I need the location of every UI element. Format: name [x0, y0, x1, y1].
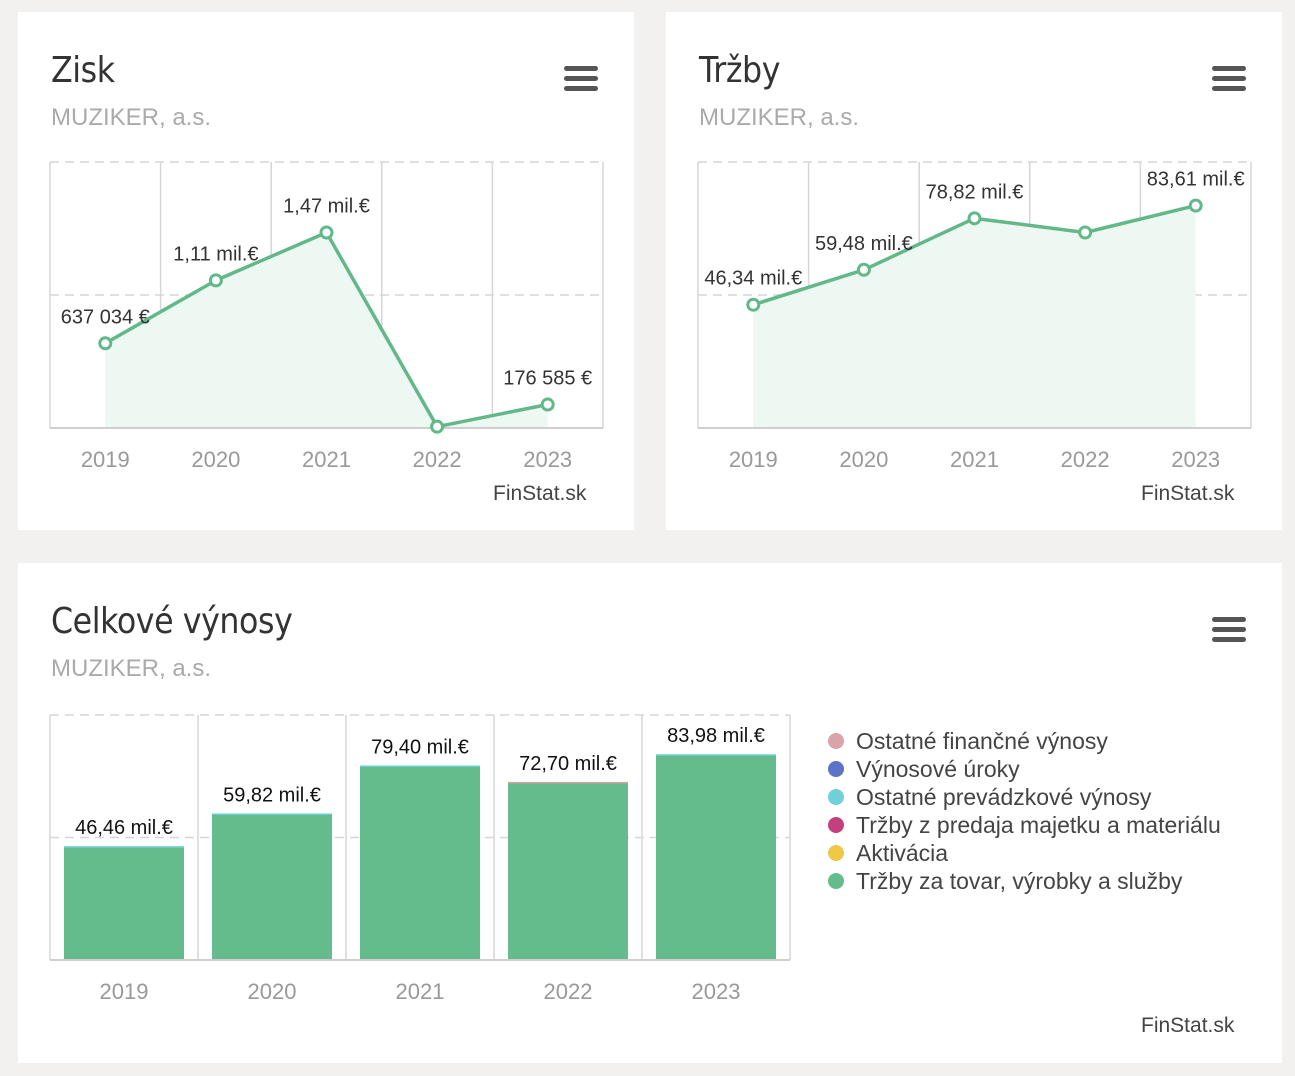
- x-tick-label: 2020: [839, 447, 888, 472]
- bar-total-label: 83,98 mil.€: [667, 725, 765, 747]
- bar-total-label: 79,40 mil.€: [371, 736, 469, 758]
- hamburger-menu-icon[interactable]: [564, 66, 598, 92]
- legend-label: Ostatné prevádzkové výnosy: [856, 783, 1152, 810]
- finstat-credit-link[interactable]: FinStat.sk: [1141, 1014, 1235, 1037]
- legend-dot-icon: [828, 873, 844, 889]
- x-tick-label: 2019: [729, 447, 778, 472]
- data-label: 1,11 mil.€: [173, 243, 258, 265]
- legend-label: Tržby za tovar, výrobky a služby: [856, 867, 1183, 894]
- legend-label: Tržby z predaja majetku a materiálu: [856, 811, 1221, 838]
- legend-item[interactable]: Aktivácia: [828, 839, 1221, 867]
- legend-item[interactable]: Výnosové úroky: [828, 755, 1221, 783]
- bar-segment: [64, 846, 184, 848]
- chart-subtitle: MUZIKER, a.s.: [699, 104, 860, 131]
- bar-segment: [360, 765, 480, 767]
- bar-total-label: 72,70 mil.€: [519, 753, 617, 775]
- data-point: [856, 262, 871, 277]
- x-tick-label: 2021: [302, 447, 351, 472]
- x-tick-label: 2022: [544, 979, 593, 1004]
- series-area: [753, 205, 1196, 428]
- data-label: 78,82 mil.€: [926, 181, 1024, 203]
- data-point: [540, 397, 555, 412]
- x-tick-label: 2021: [396, 979, 445, 1004]
- chart-title: Zisk: [51, 50, 115, 91]
- legend-dot-icon: [828, 817, 844, 833]
- data-point: [319, 225, 334, 240]
- profit-line-chart: 637 034 € 1,11 mil.€ 1,47 mil.€ 176 585 € 20…: [49, 161, 604, 472]
- finstat-credit-link[interactable]: FinStat.sk: [493, 482, 587, 505]
- chart-subtitle: MUZIKER, a.s.: [51, 104, 212, 131]
- total-income-bar-chart: 46,46 mil.€ 2019 59,82 mil.€ 2020 79,40 mil.…: [49, 714, 791, 1004]
- legend-dot-icon: [828, 733, 844, 749]
- legend-item[interactable]: Tržby z predaja majetku a materiálu: [828, 811, 1221, 839]
- chart-title: Tržby: [699, 50, 781, 91]
- profit-chart-card: Zisk MUZIKER, a.s. 637 034 € 1,11 mil.€ 1,…: [18, 12, 634, 530]
- bar-segment: [508, 782, 628, 960]
- legend-dot-icon: [828, 845, 844, 861]
- x-tick-label: 2023: [692, 979, 741, 1004]
- data-label: 59,48 mil.€: [815, 233, 913, 255]
- bar-segment: [360, 766, 480, 960]
- bar-segment: [508, 781, 628, 784]
- bar-segment: [656, 754, 776, 756]
- hamburger-menu-icon[interactable]: [1212, 66, 1246, 92]
- data-point: [746, 297, 761, 312]
- series-area: [105, 232, 548, 428]
- x-tick-label: 2019: [81, 447, 130, 472]
- bar-total-label: 46,46 mil.€: [75, 817, 173, 839]
- data-label: 83,61 mil.€: [1147, 169, 1245, 191]
- total-income-chart-card: Celkové výnosy MUZIKER, a.s. 46,46 mil.€…: [18, 563, 1282, 1063]
- revenue-line-chart: 46,34 mil.€ 59,48 mil.€ 78,82 mil.€ 83,61 m…: [697, 161, 1252, 472]
- chart-legend: Ostatné finančné výnosy Výnosové úroky Ost…: [828, 727, 1221, 895]
- legend-item[interactable]: Tržby za tovar, výrobky a služby: [828, 867, 1221, 895]
- legend-label: Aktivácia: [856, 839, 949, 866]
- bar-segment: [212, 813, 332, 815]
- bar-segment: [64, 846, 184, 960]
- legend-dot-icon: [828, 761, 844, 777]
- data-label: 46,34 mil.€: [704, 268, 802, 290]
- finstat-credit-link[interactable]: FinStat.sk: [1141, 482, 1235, 505]
- data-point: [967, 211, 982, 226]
- x-tick-label: 2021: [950, 447, 999, 472]
- legend-label: Ostatné finančné výnosy: [856, 727, 1108, 754]
- hamburger-menu-icon[interactable]: [1212, 617, 1246, 643]
- legend-label: Výnosové úroky: [856, 755, 1020, 782]
- data-label: 176 585 €: [503, 368, 592, 390]
- x-tick-label: 2020: [191, 447, 240, 472]
- data-label: 637 034 €: [61, 306, 150, 328]
- chart-title: Celkové výnosy: [51, 601, 293, 642]
- x-tick-label: 2022: [413, 447, 462, 472]
- revenue-chart-card: Tržby MUZIKER, a.s. 46,34 mil.€ 59,48 mil…: [666, 12, 1282, 530]
- data-point: [1188, 198, 1203, 213]
- x-tick-label: 2019: [100, 979, 149, 1004]
- x-tick-label: 2023: [1171, 447, 1220, 472]
- data-point: [98, 336, 113, 351]
- x-tick-label: 2020: [248, 979, 297, 1004]
- legend-item[interactable]: Ostatné finančné výnosy: [828, 727, 1221, 755]
- bar-segment: [212, 814, 332, 960]
- x-tick-label: 2022: [1061, 447, 1110, 472]
- legend-item[interactable]: Ostatné prevádzkové výnosy: [828, 783, 1221, 811]
- bar-total-label: 59,82 mil.€: [223, 784, 321, 806]
- data-point: [208, 273, 223, 288]
- x-tick-label: 2023: [523, 447, 572, 472]
- chart-subtitle: MUZIKER, a.s.: [51, 655, 212, 682]
- data-point: [1078, 225, 1093, 240]
- data-label: 1,47 mil.€: [283, 195, 370, 217]
- data-point: [430, 419, 445, 434]
- legend-dot-icon: [828, 789, 844, 805]
- bar-segment: [656, 755, 776, 960]
